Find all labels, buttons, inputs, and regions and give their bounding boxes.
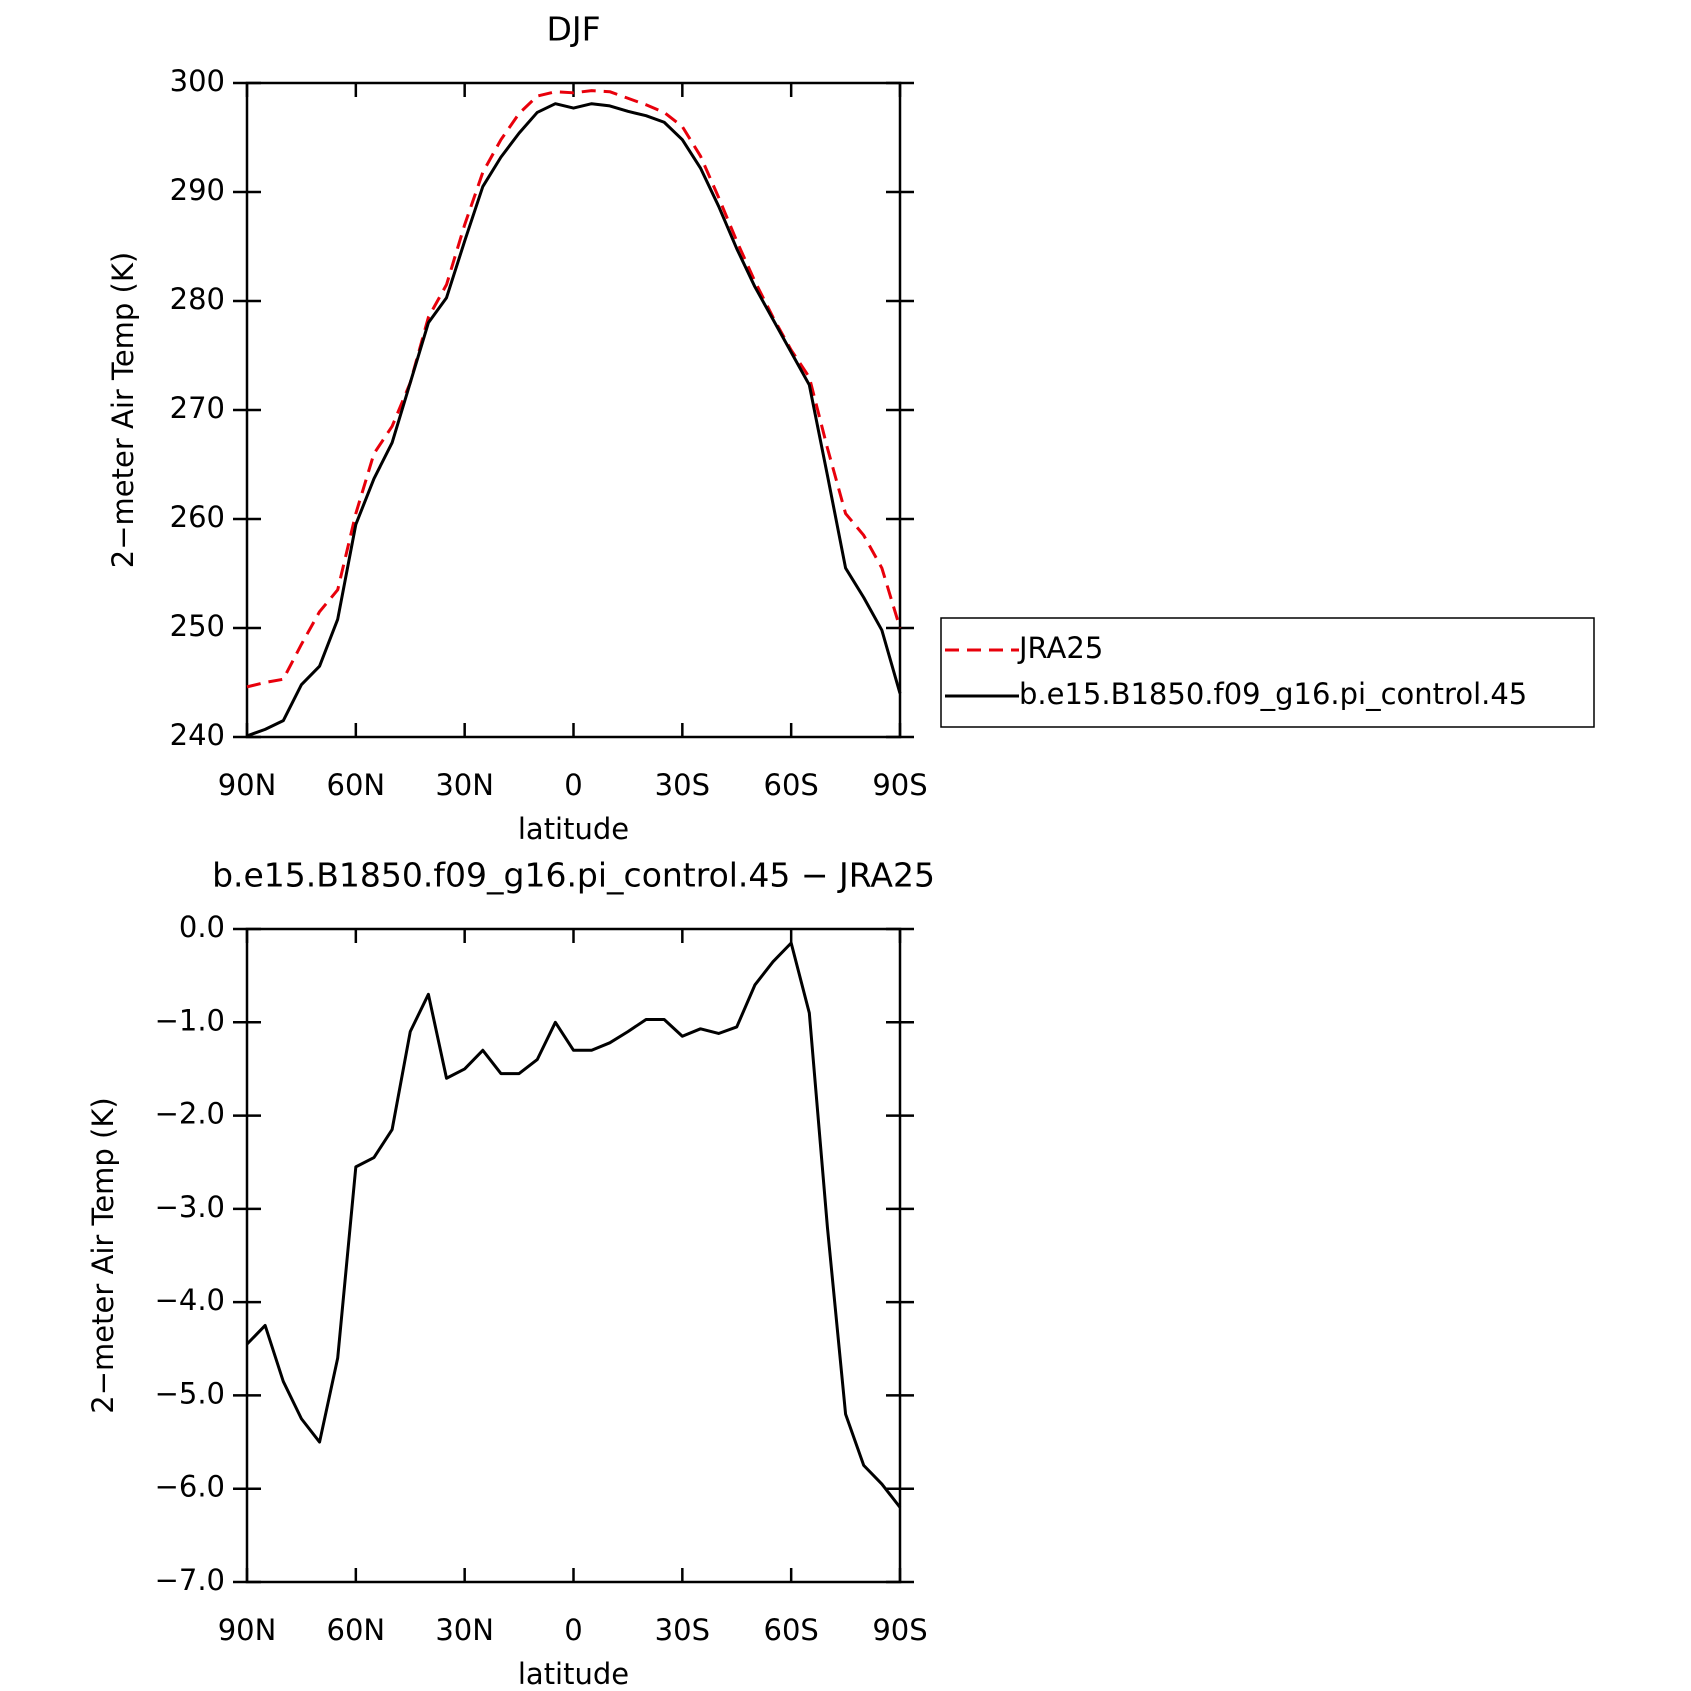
x-tick-label: 0 — [564, 1613, 582, 1647]
x-tick-label: 90S — [872, 768, 927, 802]
x-axis-label: latitude — [518, 812, 629, 846]
chart-title: b.e15.B1850.f09_g16.pi_control.45 − JRA2… — [212, 856, 935, 895]
x-tick-label: 60S — [764, 768, 819, 802]
x-tick-label: 90N — [218, 768, 277, 802]
plot-frame — [245, 927, 902, 1584]
y-tick-label: 260 — [170, 500, 225, 534]
legend-box — [940, 617, 1595, 728]
y-tick-label: 250 — [170, 609, 225, 643]
x-tick-label: 60N — [327, 1613, 386, 1647]
x-axis-label: latitude — [518, 1657, 629, 1691]
y-tick-label: 240 — [170, 718, 225, 752]
plot-frame — [245, 81, 902, 739]
legend-label: JRA25 — [1017, 631, 1103, 665]
y-tick-label: 270 — [170, 391, 225, 425]
y-tick-label: 280 — [170, 282, 225, 316]
x-tick-label: 30S — [655, 768, 710, 802]
legend-label: b.e15.B1850.f09_g16.pi_control.45 — [1019, 677, 1527, 711]
y-tick-label: 290 — [170, 173, 225, 207]
y-tick-label: −5.0 — [155, 1376, 225, 1410]
y-tick-label: −7.0 — [155, 1563, 225, 1597]
data-line — [246, 102, 902, 738]
x-tick-label: 30S — [655, 1613, 710, 1647]
y-tick-label: −2.0 — [155, 1097, 225, 1131]
y-tick-label: 300 — [170, 64, 225, 98]
y-tick-label: −1.0 — [155, 1003, 225, 1037]
y-tick-label: −4.0 — [155, 1283, 225, 1317]
y-axis-label: 2−meter Air Temp (K) — [86, 1097, 120, 1413]
chart-title: DJF — [546, 10, 600, 49]
x-tick-label: 0 — [564, 768, 582, 802]
y-tick-label: −6.0 — [155, 1470, 225, 1504]
x-tick-label: 60N — [327, 768, 386, 802]
data-line — [245, 941, 902, 1509]
y-tick-label: −3.0 — [155, 1190, 225, 1224]
x-tick-label: 30N — [435, 1613, 494, 1647]
y-axis-label: 2−meter Air Temp (K) — [106, 252, 140, 568]
data-line — [246, 89, 902, 689]
x-tick-label: 90N — [218, 1613, 277, 1647]
x-tick-label: 30N — [435, 768, 494, 802]
x-tick-label: 90S — [872, 1613, 927, 1647]
y-tick-label: 0.0 — [179, 910, 225, 944]
x-tick-label: 60S — [764, 1613, 819, 1647]
